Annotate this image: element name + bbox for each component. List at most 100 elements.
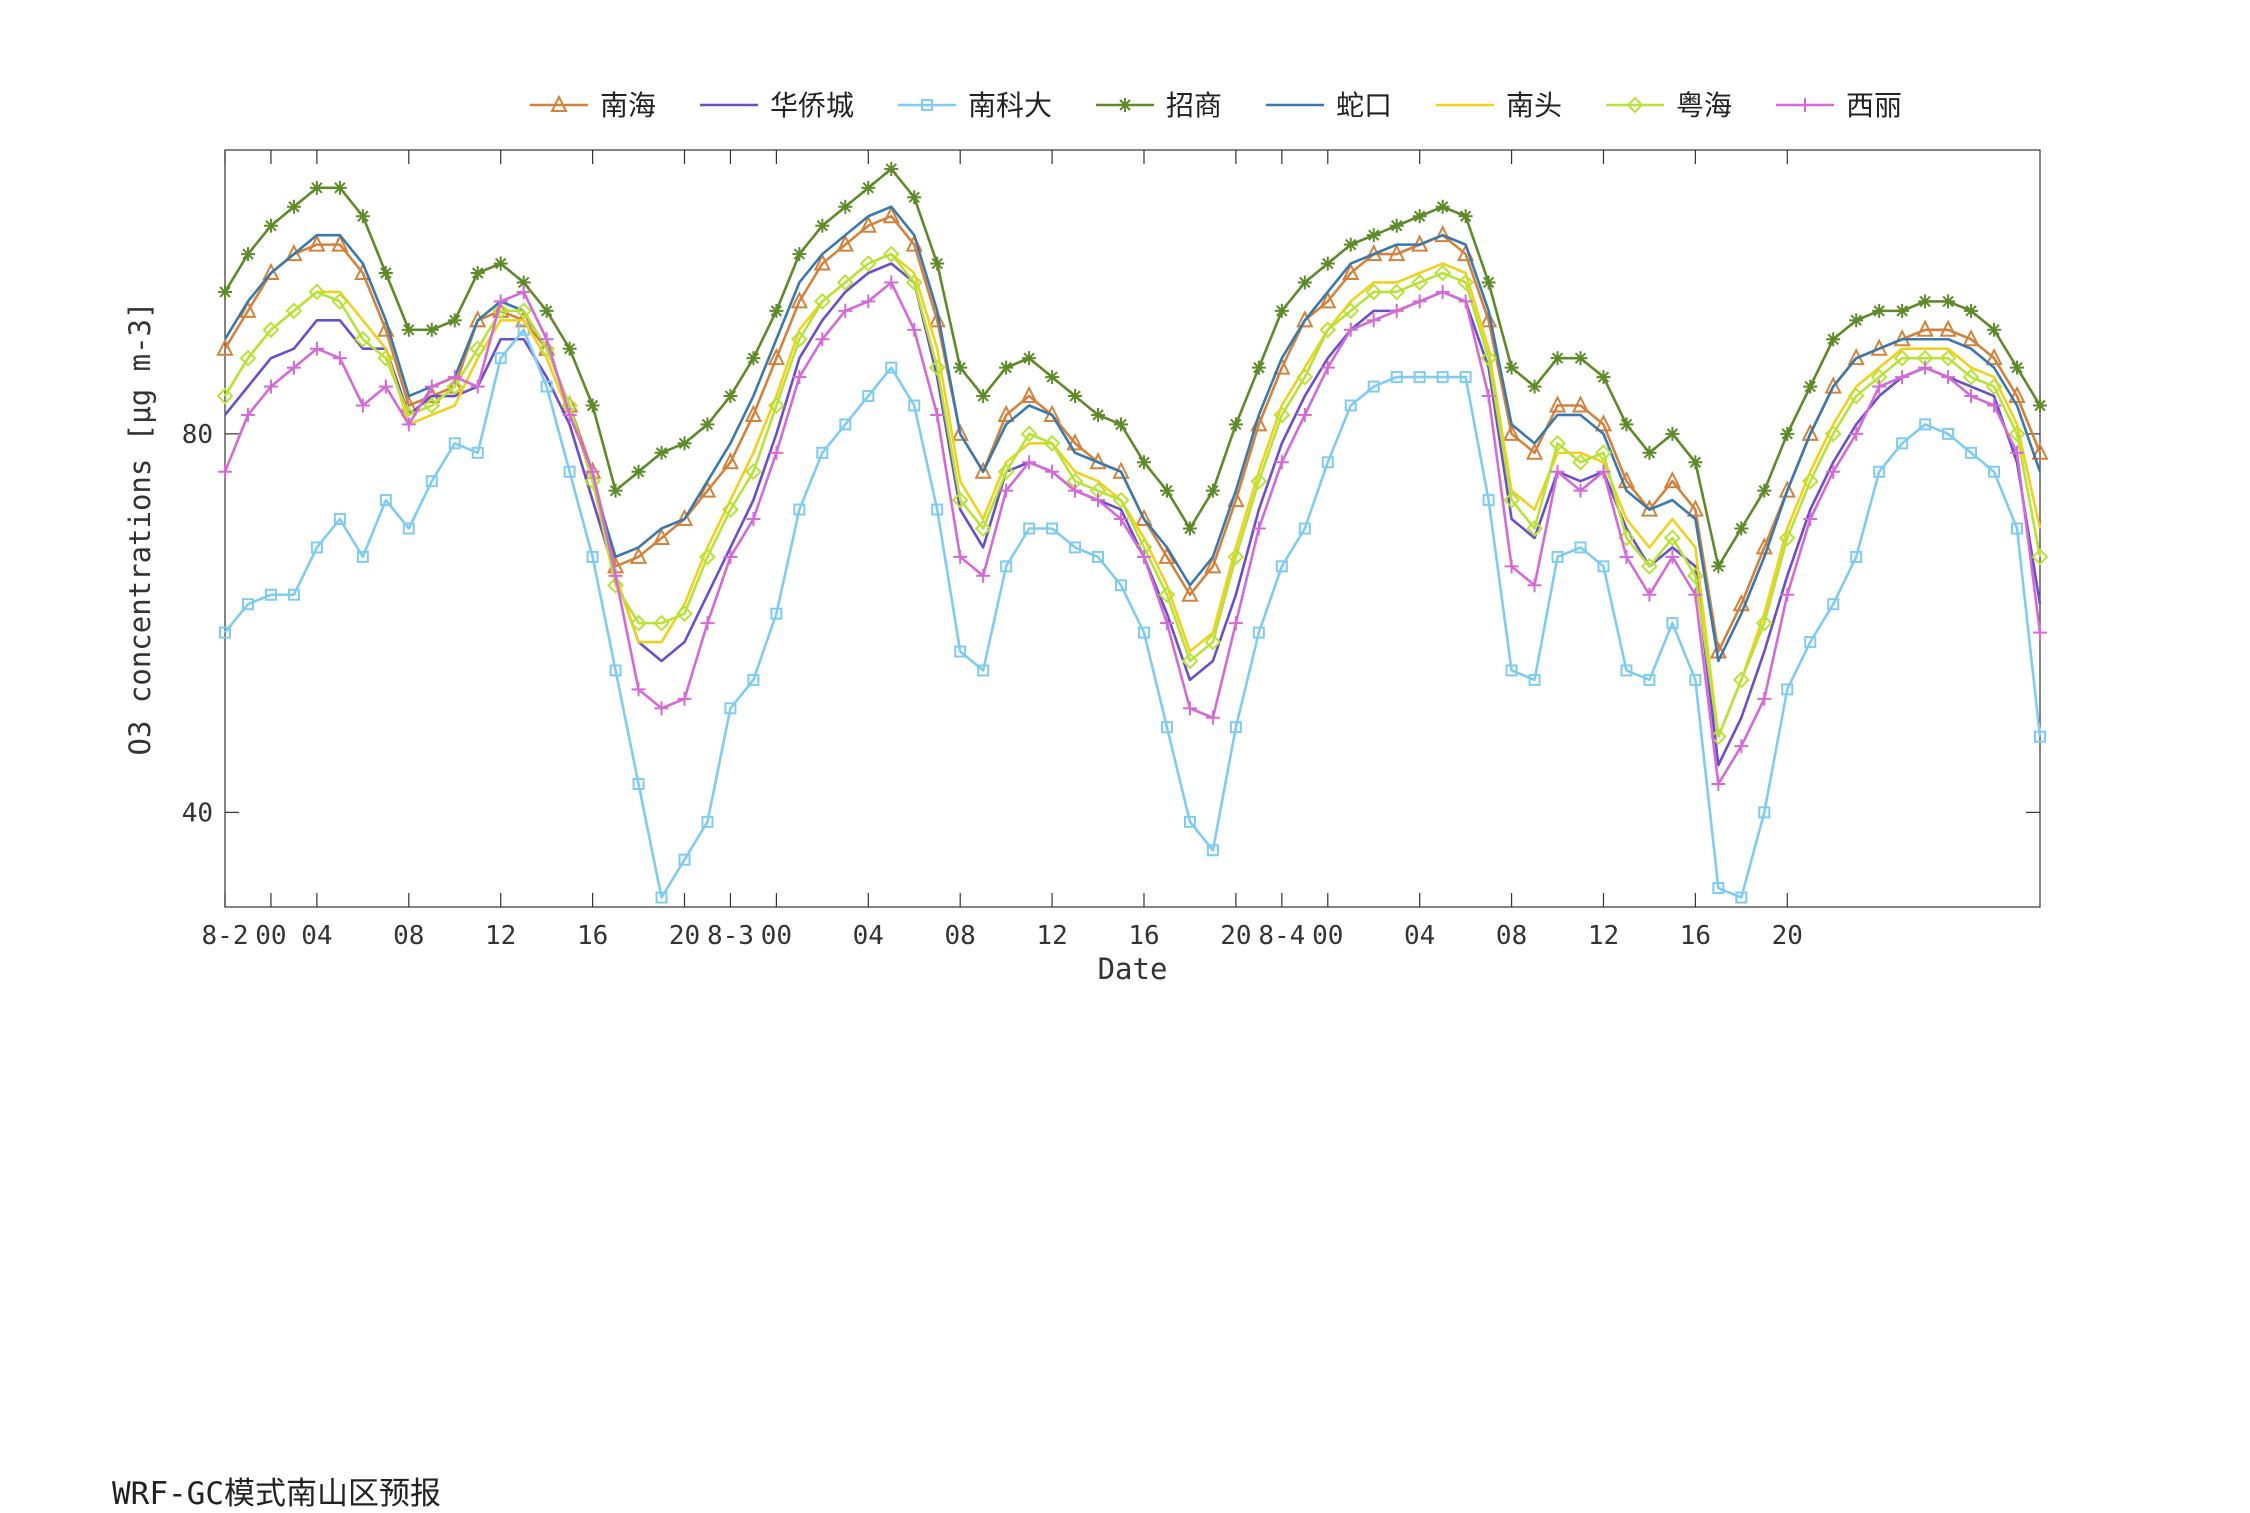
data-point (908, 399, 921, 412)
data-point (907, 322, 922, 337)
legend-item: 南科大 (898, 89, 1052, 122)
data-point (332, 180, 347, 195)
data-point (1296, 310, 1314, 328)
legend-item: 蛇口 (1266, 89, 1392, 122)
data-point (584, 472, 602, 490)
data-point (699, 548, 716, 566)
data-point (928, 310, 946, 328)
data-point (423, 397, 441, 414)
data-point (745, 463, 762, 481)
data-point (1434, 224, 1452, 243)
data-point (1389, 303, 1404, 318)
data-point (1092, 550, 1105, 563)
data-point (2008, 425, 2026, 443)
data-point (2008, 385, 2026, 404)
data-point (493, 294, 508, 309)
data-point (930, 407, 945, 422)
data-point (1114, 512, 1129, 527)
data-point (678, 853, 691, 866)
data-point (1688, 587, 1703, 602)
data-point (885, 361, 898, 374)
data-point (675, 508, 694, 527)
data-point (310, 541, 323, 554)
data-point (471, 446, 484, 459)
data-point (1596, 464, 1611, 479)
data-point (1343, 237, 1358, 252)
data-point (609, 664, 622, 677)
y-tick-label: 40 (182, 798, 213, 828)
data-point (861, 294, 876, 309)
data-point (813, 292, 831, 310)
data-point (447, 370, 462, 385)
data-point (1229, 721, 1242, 734)
x-tick-label: 04 (1404, 921, 1435, 951)
data-point (1850, 550, 1863, 563)
legend-label: 招商 (1166, 89, 1222, 122)
data-point (1872, 379, 1887, 394)
data-point (1709, 728, 1727, 746)
data-point (862, 390, 875, 403)
data-point (1573, 483, 1588, 498)
data-point (1778, 529, 1796, 547)
data-point (1803, 379, 1818, 394)
data-point (1916, 319, 1934, 337)
series-南科大 (219, 323, 2046, 904)
data-point (354, 330, 372, 348)
data-point (700, 616, 715, 631)
data-point (767, 347, 786, 366)
x-tick-label: 00 (255, 921, 286, 951)
data-point (331, 234, 349, 252)
data-point (1965, 446, 1978, 459)
data-point (815, 218, 830, 233)
data-point (1620, 664, 1633, 677)
data-point (698, 480, 717, 498)
data-point (1619, 549, 1634, 564)
data-point (1896, 437, 1909, 450)
data-point (1482, 494, 1495, 507)
legend-label: 粤海 (1676, 89, 1732, 122)
data-point (1045, 464, 1060, 479)
data-point (652, 527, 671, 545)
data-point (263, 218, 278, 233)
data-point (447, 313, 462, 328)
data-point (1181, 652, 1199, 670)
data-point (793, 503, 806, 516)
data-point (1665, 549, 1680, 564)
data-point (1595, 444, 1612, 462)
data-point (1250, 472, 1268, 490)
data-point (1847, 387, 1865, 405)
data-point (285, 243, 303, 262)
data-point (287, 588, 300, 601)
data-point (538, 340, 556, 358)
data-point (1389, 218, 1404, 233)
data-point (286, 360, 301, 375)
data-point (1434, 264, 1452, 282)
data-point (1066, 433, 1084, 451)
data-point (448, 437, 461, 450)
data-point (723, 549, 738, 564)
data-point (1798, 98, 1812, 112)
data-point (816, 446, 829, 459)
data-point (653, 614, 670, 632)
data-point (629, 546, 648, 564)
data-point (1204, 633, 1222, 651)
data-point (516, 284, 531, 299)
data-point (1020, 385, 1038, 404)
data-point (1160, 721, 1173, 734)
data-point (308, 234, 326, 252)
data-point (1872, 303, 1887, 318)
data-point (1022, 455, 1037, 470)
data-point (1801, 472, 1819, 490)
data-point (1502, 423, 1521, 441)
data-point (1068, 483, 1083, 498)
data-point (1091, 407, 1106, 422)
data-point (264, 588, 277, 601)
data-point (1251, 521, 1266, 536)
data-point (263, 379, 278, 394)
data-point (790, 291, 808, 309)
data-point (1181, 584, 1199, 602)
data-point (1732, 671, 1750, 689)
y-tick-label: 80 (182, 420, 213, 450)
data-point (1597, 560, 1610, 573)
data-point (1757, 691, 1772, 706)
